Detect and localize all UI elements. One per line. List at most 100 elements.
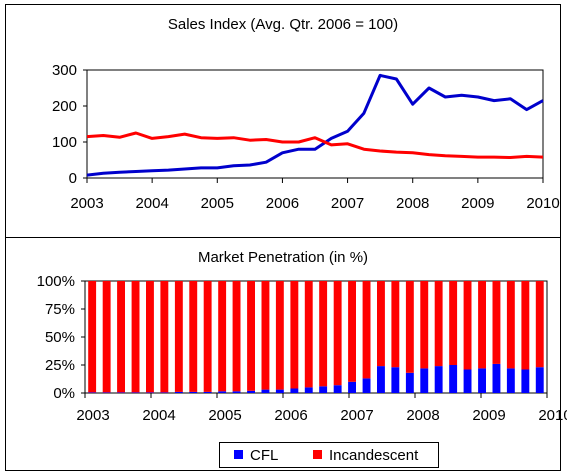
bar-cfl-29 — [506, 368, 515, 393]
bar-incandescent-28 — [492, 281, 501, 364]
bottom-x-tick-label: 2008 — [406, 407, 439, 424]
top-x-tick-label: 2005 — [201, 195, 234, 212]
top-y-tick-label: 200 — [52, 98, 77, 115]
bar-cfl-4 — [146, 392, 154, 393]
top-x-tick-label: 2004 — [135, 195, 168, 212]
bar-cfl-17 — [333, 385, 342, 393]
bar-cfl-28 — [492, 363, 501, 393]
bar-incandescent-14 — [290, 281, 299, 389]
bar-incandescent-22 — [405, 281, 414, 373]
bar-cfl-2 — [117, 392, 125, 393]
bar-incandescent-3 — [131, 281, 140, 393]
bottom-y-tick-label: 0% — [53, 385, 75, 402]
bar-cfl-23 — [420, 368, 429, 393]
bottom-y-tick-label: 25% — [45, 357, 75, 374]
bar-incandescent-21 — [391, 281, 400, 368]
bar-cfl-7 — [189, 391, 198, 393]
bar-incandescent-30 — [521, 281, 530, 370]
bar-incandescent-27 — [478, 281, 486, 369]
bar-incandescent-0 — [88, 281, 97, 393]
bar-cfl-8 — [203, 391, 212, 393]
bottom-y-tick-label: 100% — [37, 273, 75, 290]
bar-cfl-0 — [88, 392, 97, 393]
bar-incandescent-8 — [203, 281, 212, 392]
legend-box — [219, 442, 439, 468]
bottom-x-tick-label: 2007 — [340, 407, 373, 424]
bar-incandescent-13 — [275, 281, 284, 390]
bottom-y-tick-label: 50% — [45, 329, 75, 346]
bar-cfl-24 — [434, 366, 443, 393]
bottom-x-tick-label: 2003 — [76, 407, 109, 424]
bar-cfl-10 — [232, 391, 241, 393]
bar-incandescent-1 — [102, 281, 111, 393]
legend: CFL Incandescent — [219, 442, 439, 468]
bar-incandescent-24 — [434, 281, 443, 367]
bar-cfl-14 — [290, 388, 299, 393]
bar-cfl-30 — [521, 369, 530, 393]
bar-cfl-6 — [174, 391, 183, 393]
bottom-chart-plot-area: 0% 25% 50% 75% 100% 2003 2004 2005 2006 2007 2008 2… — [37, 273, 567, 424]
top-x-tick-label: 2008 — [396, 195, 429, 212]
bar-cfl-5 — [160, 392, 169, 393]
bar-incandescent-9 — [218, 281, 227, 392]
bottom-chart-title: Market Penetration (in %) — [198, 249, 368, 266]
bottom-x-tick-label: 2009 — [472, 407, 505, 424]
top-plot-frame — [86, 69, 544, 179]
top-chart-title: Sales Index (Avg. Qtr. 2006 = 100) — [168, 16, 398, 33]
bar-incandescent-11 — [247, 281, 255, 391]
bar-incandescent-20 — [377, 281, 385, 367]
top-series-line-1 — [86, 131, 544, 159]
bar-cfl-25 — [449, 365, 458, 393]
bar-cfl-31 — [535, 367, 544, 393]
bar-cfl-20 — [377, 366, 385, 393]
bar-incandescent-31 — [535, 281, 544, 368]
bar-cfl-27 — [478, 368, 486, 393]
bar-cfl-1 — [102, 392, 111, 393]
bar-incandescent-2 — [117, 281, 125, 393]
legend-label-incandescent: Incandescent — [329, 447, 419, 464]
bar-incandescent-10 — [232, 281, 241, 392]
bar-cfl-18 — [348, 381, 356, 393]
bar-incandescent-23 — [420, 281, 429, 369]
bar-incandescent-4 — [146, 281, 154, 393]
legend-swatch-incandescent — [313, 450, 322, 459]
bar-incandescent-29 — [506, 281, 515, 369]
bottom-x-tick-label: 2005 — [208, 407, 241, 424]
bar-cfl-9 — [218, 391, 227, 393]
bar-incandescent-18 — [348, 281, 356, 382]
bar-incandescent-19 — [362, 281, 371, 379]
bar-incandescent-16 — [319, 281, 328, 387]
top-x-tick-label: 2007 — [331, 195, 364, 212]
bar-cfl-26 — [463, 369, 472, 393]
bottom-x-tick-label: 2004 — [142, 407, 175, 424]
top-y-tick-label: 100 — [52, 134, 77, 151]
bar-cfl-21 — [391, 367, 400, 393]
bar-cfl-19 — [362, 378, 371, 393]
bottom-x-tick-label: 2006 — [274, 407, 307, 424]
bar-incandescent-12 — [261, 281, 270, 390]
top-series-line-0 — [86, 73, 544, 177]
top-x-tick-label: 2009 — [461, 195, 494, 212]
top-y-tick-label: 300 — [52, 62, 77, 79]
bar-incandescent-7 — [189, 281, 198, 392]
top-chart-plot-area: 0 100 200 300 2003 2004 2005 2006 2007 2008 2009 20… — [52, 62, 560, 212]
bar-incandescent-6 — [174, 281, 183, 392]
bar-cfl-15 — [304, 387, 313, 393]
bar-cfl-11 — [247, 390, 255, 393]
legend-label-cfl: CFL — [250, 447, 278, 464]
bar-incandescent-15 — [304, 281, 313, 388]
bar-incandescent-25 — [449, 281, 458, 365]
bottom-x-tick-label: 2010 — [538, 407, 567, 424]
top-x-tick-label: 2003 — [70, 195, 103, 212]
bar-cfl-22 — [405, 372, 414, 393]
bar-incandescent-17 — [333, 281, 342, 386]
bar-incandescent-26 — [463, 281, 472, 370]
bottom-y-tick-label: 75% — [45, 301, 75, 318]
bar-cfl-3 — [131, 392, 140, 393]
bar-cfl-16 — [319, 386, 328, 393]
legend-swatch-cfl — [234, 450, 243, 459]
top-y-tick-label: 0 — [69, 170, 77, 187]
bottom-plot-frame — [84, 280, 548, 394]
top-x-tick-label: 2006 — [266, 195, 299, 212]
